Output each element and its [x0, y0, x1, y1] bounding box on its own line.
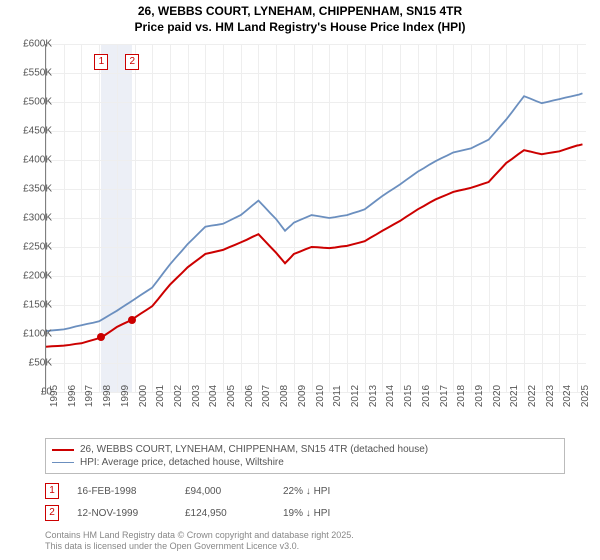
x-axis-label: 2013	[368, 385, 379, 407]
sale-table-row: 2 12-NOV-1999 £124,950 19% ↓ HPI	[45, 502, 373, 524]
series-hpi	[46, 93, 582, 331]
x-axis-label: 2010	[315, 385, 326, 407]
sale-diff: 19% ↓ HPI	[283, 508, 373, 519]
legend: 26, WEBBS COURT, LYNEHAM, CHIPPENHAM, SN…	[45, 438, 565, 474]
series-property	[46, 144, 582, 346]
chart-lines	[46, 44, 586, 392]
y-axis-label: £400K	[7, 155, 52, 166]
title-line1: 26, WEBBS COURT, LYNEHAM, CHIPPENHAM, SN…	[0, 4, 600, 20]
sale-marker-icon: 1	[45, 483, 59, 499]
x-axis-label: 2018	[456, 385, 467, 407]
legend-item-hpi: HPI: Average price, detached house, Wilt…	[52, 456, 558, 469]
sale-diff: 22% ↓ HPI	[283, 486, 373, 497]
y-axis-label: £300K	[7, 213, 52, 224]
chart-plot-area: 12	[45, 44, 586, 393]
x-axis-label: 2000	[138, 385, 149, 407]
copyright-line1: Contains HM Land Registry data © Crown c…	[45, 530, 354, 541]
x-axis-label: 1996	[67, 385, 78, 407]
y-axis-label: £100K	[7, 329, 52, 340]
y-axis-label: £150K	[7, 300, 52, 311]
x-axis-label: 2014	[385, 385, 396, 407]
x-axis-label: 2023	[545, 385, 556, 407]
y-axis-label: £250K	[7, 242, 52, 253]
copyright: Contains HM Land Registry data © Crown c…	[45, 530, 354, 552]
x-axis-label: 2022	[527, 385, 538, 407]
sale-marker-icon: 2	[45, 505, 59, 521]
sale-price: £94,000	[185, 486, 265, 497]
sale-point-dot	[128, 316, 136, 324]
x-axis-label: 2016	[421, 385, 432, 407]
sale-date: 12-NOV-1999	[77, 508, 167, 519]
x-axis-label: 1995	[49, 385, 60, 407]
x-axis-label: 2001	[155, 385, 166, 407]
y-axis-label: £50K	[7, 358, 52, 369]
sale-table: 1 16-FEB-1998 £94,000 22% ↓ HPI 2 12-NOV-1999…	[45, 480, 373, 524]
x-axis-label: 2019	[474, 385, 485, 407]
x-axis-label: 2004	[208, 385, 219, 407]
x-axis-label: 1997	[84, 385, 95, 407]
title-line2: Price paid vs. HM Land Registry's House …	[0, 20, 600, 36]
chart-title: 26, WEBBS COURT, LYNEHAM, CHIPPENHAM, SN…	[0, 0, 600, 35]
legend-label-property: 26, WEBBS COURT, LYNEHAM, CHIPPENHAM, SN…	[80, 444, 428, 455]
y-axis-label: £0	[7, 387, 52, 398]
y-axis-label: £350K	[7, 184, 52, 195]
x-axis-label: 2006	[244, 385, 255, 407]
y-axis-label: £450K	[7, 126, 52, 137]
x-axis-label: 2012	[350, 385, 361, 407]
x-axis-label: 1998	[102, 385, 113, 407]
sale-price: £124,950	[185, 508, 265, 519]
x-axis-label: 2015	[403, 385, 414, 407]
x-axis-label: 2017	[439, 385, 450, 407]
x-axis-label: 2011	[332, 385, 343, 407]
y-axis-label: £600K	[7, 39, 52, 50]
sale-marker-inchart: 1	[94, 54, 108, 70]
x-axis-label: 2025	[580, 385, 591, 407]
y-axis-label: £500K	[7, 97, 52, 108]
x-axis-label: 2024	[562, 385, 573, 407]
sale-date: 16-FEB-1998	[77, 486, 167, 497]
y-axis-label: £200K	[7, 271, 52, 282]
x-axis-label: 2021	[509, 385, 520, 407]
legend-swatch-property	[52, 449, 74, 451]
x-axis-label: 2002	[173, 385, 184, 407]
x-axis-label: 2008	[279, 385, 290, 407]
x-axis-label: 2003	[191, 385, 202, 407]
legend-swatch-hpi	[52, 462, 74, 464]
sale-table-row: 1 16-FEB-1998 £94,000 22% ↓ HPI	[45, 480, 373, 502]
y-axis-label: £550K	[7, 68, 52, 79]
sale-marker-inchart: 2	[125, 54, 139, 70]
x-axis-label: 1999	[120, 385, 131, 407]
x-axis-label: 2007	[261, 385, 272, 407]
copyright-line2: This data is licensed under the Open Gov…	[45, 541, 354, 552]
sale-point-dot	[97, 333, 105, 341]
legend-item-property: 26, WEBBS COURT, LYNEHAM, CHIPPENHAM, SN…	[52, 443, 558, 456]
x-axis-label: 2009	[297, 385, 308, 407]
x-axis-label: 2020	[492, 385, 503, 407]
legend-label-hpi: HPI: Average price, detached house, Wilt…	[80, 457, 284, 468]
x-axis-label: 2005	[226, 385, 237, 407]
